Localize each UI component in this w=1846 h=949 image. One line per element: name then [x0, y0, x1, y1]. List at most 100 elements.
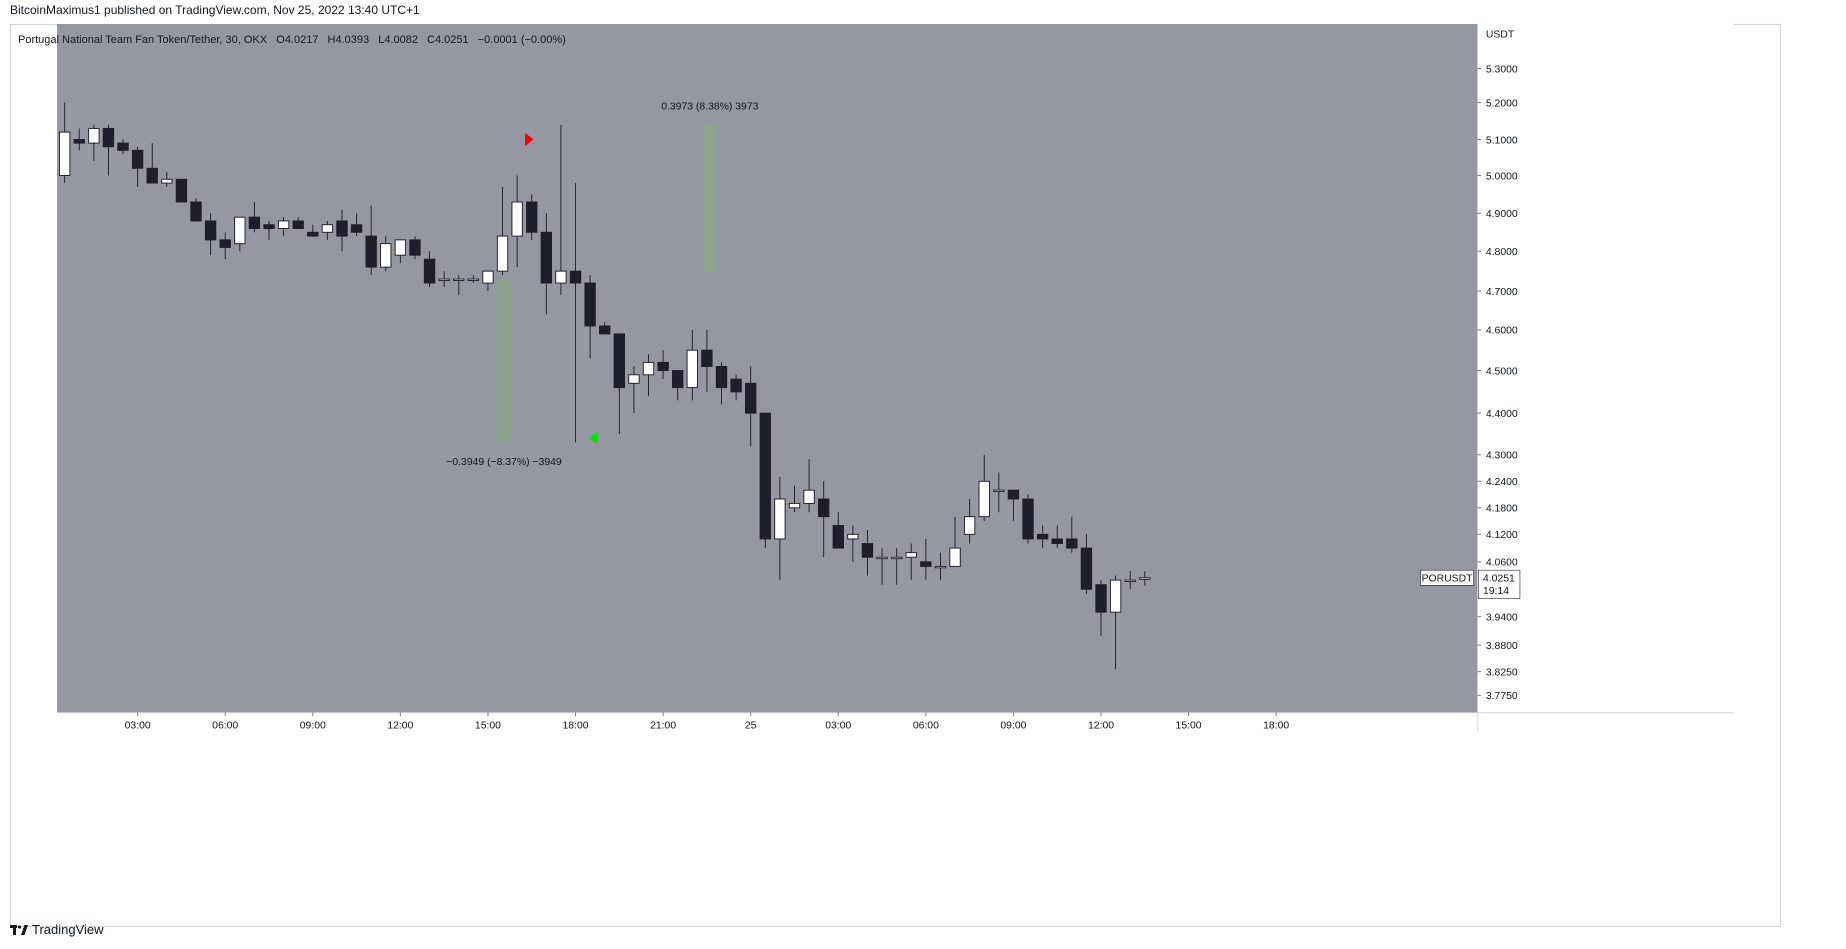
bear-candle	[131, 149, 144, 169]
bull-candle	[467, 278, 480, 281]
bear-candle	[1051, 538, 1063, 544]
bear-candle	[1066, 538, 1078, 549]
open-label: O	[276, 34, 285, 46]
bear-candle	[817, 498, 830, 518]
bear-candle	[745, 382, 757, 414]
price-tick-label: 4.0600	[1486, 558, 1518, 569]
bull-candle	[905, 552, 917, 558]
bull-candle	[555, 270, 567, 284]
time-tick-label: 12:00	[1088, 720, 1114, 731]
time-tick-label: 18:00	[563, 720, 589, 731]
time-tick-label: 15:00	[1176, 720, 1202, 731]
bull-candle	[1139, 577, 1151, 580]
low-label: L	[378, 34, 385, 46]
symbol-legend: Portugal National Team Fan Token/Tether,…	[18, 34, 566, 46]
bull-candle	[234, 216, 246, 245]
last-price-label: 4.0251	[1483, 574, 1515, 585]
bear-candle	[672, 370, 684, 389]
bear-candle	[526, 201, 538, 233]
close-value: 4.0251	[435, 34, 469, 46]
bear-candle	[920, 561, 932, 567]
bull-candle	[277, 220, 290, 229]
buy-marker-icon	[589, 431, 598, 445]
time-tick-label: 03:00	[825, 720, 851, 731]
time-tick-label: 25	[745, 720, 757, 731]
bull-candle	[803, 489, 815, 504]
price-axis-background	[1477, 24, 1734, 879]
candlestick-chart[interactable]: USDT 5.3000 5.2000 5.1000 5.0000 4.9000 4.8000…	[10, 24, 1781, 879]
bull-candle	[774, 498, 786, 540]
bear-candle	[1007, 489, 1020, 500]
bear-candle	[307, 231, 319, 237]
change-value: −0.0001 (−0.00%)	[477, 34, 566, 46]
bear-candle	[146, 167, 158, 184]
bull-candle	[876, 556, 888, 560]
open-value: 4.0217	[284, 34, 319, 46]
price-tick-label: 4.1800	[1486, 504, 1518, 515]
low-value: 4.0082	[384, 34, 418, 46]
bull-candle	[1109, 579, 1122, 613]
bull-candle	[438, 278, 450, 281]
sell-marker-icon	[525, 132, 534, 147]
bull-candle	[380, 243, 392, 268]
price-tick-label: 5.2000	[1486, 98, 1518, 109]
time-tick-label: 18:00	[1263, 720, 1289, 731]
time-tick-label: 03:00	[125, 720, 151, 731]
published-line: BitcoinMaximus1 published on TradingView…	[10, 3, 420, 17]
bear-candle	[1022, 498, 1034, 540]
bear-candle	[102, 127, 115, 148]
high-label: H	[327, 34, 336, 46]
price-range-measure-label: 0.3973 (8.38%) 3973	[661, 102, 758, 113]
bull-candle	[394, 239, 407, 256]
bear-candle	[263, 224, 275, 229]
price-tick-label: 4.5000	[1486, 366, 1518, 377]
bull-candle	[58, 131, 71, 176]
bear-candle	[599, 325, 611, 335]
time-tick-label: 15:00	[475, 720, 501, 731]
bear-candle	[175, 178, 188, 203]
bull-candle	[993, 489, 1005, 493]
tradingview-logo-icon	[10, 924, 28, 935]
last-price-box	[1477, 569, 1521, 599]
bull-candle	[934, 565, 947, 569]
bear-candle	[861, 543, 874, 558]
bear-candle	[584, 282, 596, 327]
currency-label: USDT	[1486, 29, 1515, 40]
time-tick-label: 06:00	[913, 720, 939, 731]
bear-candle	[569, 270, 582, 284]
bear-candle	[1095, 584, 1107, 613]
price-tick-label: 5.1000	[1486, 135, 1518, 146]
bear-candle	[1036, 533, 1049, 540]
high-value: 4.0393	[335, 34, 370, 46]
bear-candle	[1080, 547, 1093, 590]
bull-candle	[978, 480, 990, 518]
bear-candle	[657, 361, 669, 372]
bear-candle	[350, 224, 363, 233]
price-tick-label: 4.4000	[1486, 409, 1518, 420]
price-tick-label: 4.3000	[1486, 451, 1518, 462]
symbol-tag-label: PORUSDT	[1422, 574, 1474, 585]
bear-candle	[715, 366, 728, 389]
bull-candle	[88, 127, 100, 144]
time-tick-label: 21:00	[650, 720, 676, 731]
bear-candle	[117, 142, 129, 151]
bull-candle	[453, 278, 465, 281]
price-tick-label: 3.9400	[1486, 613, 1518, 624]
footer-brand-text: TradingView	[32, 922, 104, 937]
candle-countdown-label: 19:14	[1483, 586, 1509, 597]
price-tick-label: 4.1200	[1486, 530, 1518, 541]
bull-candle	[686, 349, 698, 389]
price-tick-label: 3.7750	[1486, 691, 1518, 702]
bull-candle	[890, 556, 903, 560]
symbol-name[interactable]: Portugal National Team Fan Token/Tether,…	[18, 34, 268, 46]
bull-candle	[496, 235, 509, 272]
bear-candle	[540, 231, 553, 284]
plot-background	[57, 24, 1478, 713]
symbol-tag-box	[1420, 569, 1474, 586]
price-tick-label: 4.9000	[1486, 209, 1518, 220]
time-tick-label: 06:00	[212, 720, 238, 731]
bull-candle	[511, 201, 523, 237]
bear-candle	[832, 525, 844, 549]
bear-candle	[292, 220, 304, 229]
bull-candle	[482, 270, 494, 284]
